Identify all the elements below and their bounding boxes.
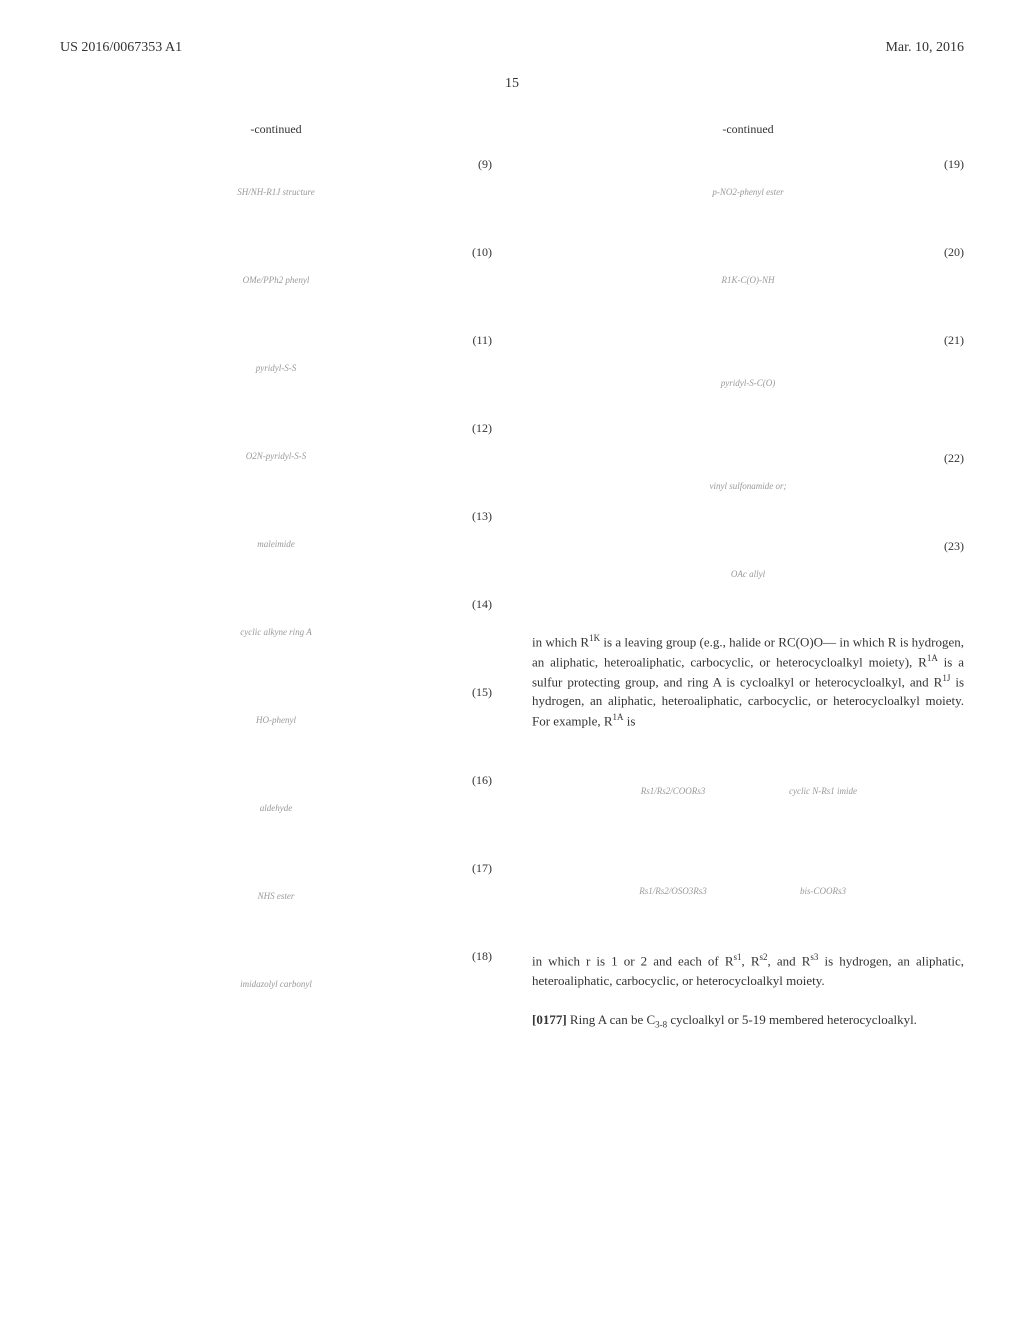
structure-label: (12) <box>472 421 492 436</box>
chem-svg: p-NO2-phenyl ester <box>678 162 818 222</box>
superscript: 1A <box>927 653 938 663</box>
chem-svg: aldehyde <box>206 778 346 838</box>
structure-23: OAc allyl (23) <box>532 534 964 614</box>
text-fragment: , R <box>742 953 760 968</box>
structure-label: (21) <box>944 333 964 348</box>
formula-placeholder: bis-COORs3 <box>763 856 883 926</box>
formula-placeholder: cyclic N-Rs1 imide <box>763 756 883 826</box>
formula-row-2: Rs1/Rs2/OSO3Rs3 bis-COORs3 <box>532 856 964 926</box>
page-header: US 2016/0067353 A1 Mar. 10, 2016 <box>60 40 964 56</box>
subscript: 3-8 <box>655 1020 667 1030</box>
structure-17: NHS ester (17) <box>60 856 492 936</box>
page-number: 15 <box>60 76 964 92</box>
structure-13: maleimide (13) <box>60 504 492 584</box>
structure-18: imidazolyl carbonyl (18) <box>60 944 492 1024</box>
text-fragment: Ring A can be C <box>567 1012 655 1027</box>
definition-paragraph-2: in which r is 1 or 2 and each of Rs1, Rs… <box>532 951 964 990</box>
structure-21: pyridyl-S-C(O) (21) <box>532 328 964 438</box>
structure-label: (23) <box>944 539 964 554</box>
structure-19: p-NO2-phenyl ester (19) <box>532 152 964 232</box>
structure-label: (11) <box>472 333 492 348</box>
structure-16: aldehyde (16) <box>60 768 492 848</box>
structure-label: (14) <box>472 597 492 612</box>
continued-label-right: -continued <box>532 122 964 137</box>
chem-svg: OMe/PPh2 phenyl <box>206 250 346 310</box>
superscript: s2 <box>760 952 768 962</box>
chem-svg: O2N-pyridyl-S-S <box>206 426 346 486</box>
structure-label: (16) <box>472 773 492 788</box>
structure-15: HO-phenyl (15) <box>60 680 492 760</box>
right-column: -continued p-NO2-phenyl ester (19) R1K-C… <box>532 122 964 1042</box>
structure-label: (22) <box>944 451 964 466</box>
chem-svg: NHS ester <box>206 866 346 926</box>
text-fragment: cycloalkyl or 5-19 membered heterocycloa… <box>667 1012 917 1027</box>
structure-label: (18) <box>472 949 492 964</box>
text-fragment: in which r is 1 or 2 and each of R <box>532 953 734 968</box>
chem-svg: pyridyl-S-S <box>206 338 346 398</box>
chem-svg: maleimide <box>206 514 346 574</box>
superscript: 1K <box>589 633 600 643</box>
pub-date: Mar. 10, 2016 <box>885 40 964 56</box>
structure-10: OMe/PPh2 phenyl (10) <box>60 240 492 320</box>
continued-label-left: -continued <box>60 122 492 137</box>
superscript: s1 <box>734 952 742 962</box>
structure-label: (10) <box>472 245 492 260</box>
superscript: 1A <box>613 712 624 722</box>
formula-placeholder: Rs1/Rs2/COORs3 <box>613 756 733 826</box>
definition-paragraph-1: in which R1K is a leaving group (e.g., h… <box>532 632 964 731</box>
text-fragment: in which R <box>532 634 589 649</box>
chem-svg: cyclic alkyne ring A <box>206 602 346 662</box>
structure-22: vinyl sulfonamide or; (22) <box>532 446 964 526</box>
chem-svg: HO-phenyl <box>206 690 346 750</box>
pub-number: US 2016/0067353 A1 <box>60 40 182 56</box>
chem-svg: R1K-C(O)-NH <box>678 250 818 310</box>
formula-placeholder: Rs1/Rs2/OSO3Rs3 <box>613 856 733 926</box>
structure-12: O2N-pyridyl-S-S (12) <box>60 416 492 496</box>
structure-14: cyclic alkyne ring A (14) <box>60 592 492 672</box>
structure-label: (17) <box>472 861 492 876</box>
chem-svg: vinyl sulfonamide or; <box>678 456 818 516</box>
structure-11: pyridyl-S-S (11) <box>60 328 492 408</box>
structure-9: SH/NH-R1J structure (9) <box>60 152 492 232</box>
chem-svg: imidazolyl carbonyl <box>206 954 346 1014</box>
paragraph-number: [0177] <box>532 1012 567 1027</box>
chem-svg: OAc allyl <box>678 544 818 604</box>
chem-svg: pyridyl-S-C(O) <box>678 353 818 413</box>
left-column: -continued SH/NH-R1J structure (9) OMe/P… <box>60 122 492 1042</box>
formula-row-1: Rs1/Rs2/COORs3 cyclic N-Rs1 imide <box>532 756 964 826</box>
structure-label: (19) <box>944 157 964 172</box>
text-fragment: is <box>624 713 636 728</box>
text-fragment: , and R <box>768 953 811 968</box>
paragraph-0177: [0177] Ring A can be C3-8 cycloalkyl or … <box>532 1010 964 1032</box>
structure-20: R1K-C(O)-NH (20) <box>532 240 964 320</box>
two-column-layout: -continued SH/NH-R1J structure (9) OMe/P… <box>60 122 964 1042</box>
structure-label: (15) <box>472 685 492 700</box>
structure-label: (9) <box>478 157 492 172</box>
chem-svg: SH/NH-R1J structure <box>206 162 346 222</box>
structure-label: (20) <box>944 245 964 260</box>
structure-label: (13) <box>472 509 492 524</box>
